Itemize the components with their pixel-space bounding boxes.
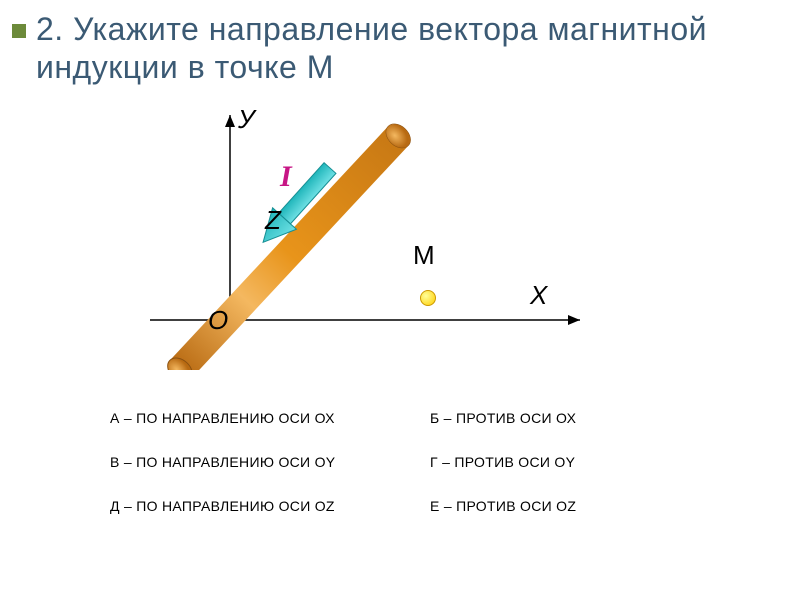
current-i-label: I [280, 160, 292, 194]
physics-diagram: У Х Z О М I [130, 110, 630, 370]
title-bullet [12, 24, 26, 38]
answer-b: Б – ПРОТИВ ОСИ ОХ [430, 410, 720, 426]
answer-d: Д – ПО НАПРАВЛЕНИЮ ОСИ ОZ [110, 498, 410, 514]
z-axis-label: Z [265, 205, 281, 236]
y-axis-arrow [225, 115, 235, 127]
answer-a: А – ПО НАПРАВЛЕНИЮ ОСИ ОХ [110, 410, 410, 426]
conductor-rod [163, 119, 415, 370]
diagram-svg [130, 110, 630, 370]
x-axis-arrow [568, 315, 580, 325]
x-axis-label: Х [530, 280, 547, 311]
m-label: М [413, 240, 435, 271]
page-title: 2. Укажите направление вектора магнитной… [36, 10, 776, 87]
y-axis-label: У [238, 104, 255, 135]
answer-g: Г – ПРОТИВ ОСИ ОY [430, 454, 720, 470]
point-m [420, 290, 436, 306]
answer-options: А – ПО НАПРАВЛЕНИЮ ОСИ ОХ Б – ПРОТИВ ОСИ… [110, 410, 720, 514]
answer-e: Е – ПРОТИВ ОСИ ОZ [430, 498, 720, 514]
origin-label: О [208, 305, 228, 336]
answer-v: В – ПО НАПРАВЛЕНИЮ ОСИ ОY [110, 454, 410, 470]
